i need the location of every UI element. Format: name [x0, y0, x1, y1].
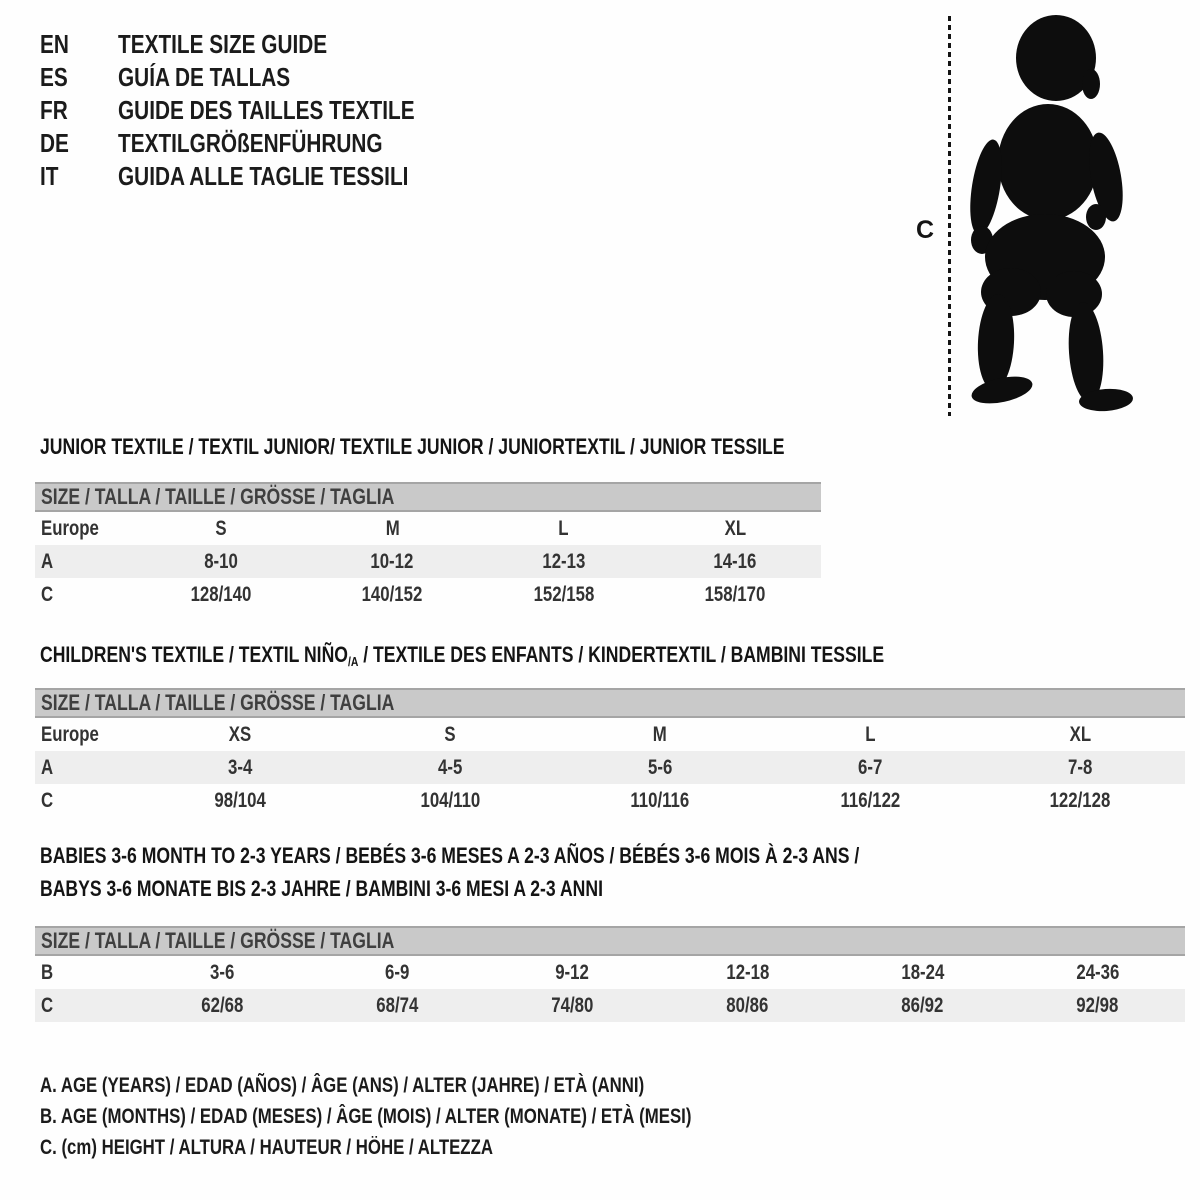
- babies-section-title-line2: BABYS 3-6 MONATE BIS 2-3 JAHRE / BAMBINI…: [40, 876, 603, 901]
- size-cell: 4-5: [437, 755, 463, 779]
- row-label: Europe: [41, 722, 99, 746]
- size-header-band: SIZE / TALLA / TAILLE / GRÖSSE / TAGLIA: [35, 926, 1185, 956]
- size-cell: 140/152: [361, 582, 423, 606]
- babies-section-title-line1: BABIES 3-6 MONTH TO 2-3 YEARS / BEBÉS 3-…: [40, 843, 860, 868]
- table-row-height: C 98/104 104/110 110/116 116/122 122/128: [35, 784, 1185, 817]
- language-code: ES: [40, 62, 68, 92]
- row-label: C: [41, 582, 54, 606]
- language-label: GUIDE DES TAILLES TEXTILE: [118, 95, 415, 125]
- table-row-europe: Europe XS S M L XL: [35, 718, 1185, 751]
- language-label: GUÍA DE TALLAS: [118, 62, 291, 92]
- language-code: FR: [40, 95, 68, 125]
- language-row-en: EN TEXTILE SIZE GUIDE: [40, 28, 489, 61]
- size-cell: S: [444, 722, 456, 746]
- language-label: TEXTILGRÖßENFÜHRUNG: [118, 128, 383, 158]
- size-cell: XL: [1069, 722, 1091, 746]
- size-header-band: SIZE / TALLA / TAILLE / GRÖSSE / TAGLIA: [35, 482, 821, 512]
- size-cell: L: [558, 516, 569, 540]
- size-cell: L: [864, 722, 876, 746]
- size-cell: 18-24: [901, 960, 944, 984]
- children-section-title: CHILDREN'S TEXTILE / TEXTIL NIÑO/A / TEX…: [40, 642, 885, 669]
- size-cell: M: [385, 516, 400, 540]
- language-row-fr: FR GUIDE DES TAILLES TEXTILE: [40, 94, 489, 127]
- language-code: EN: [40, 29, 69, 59]
- row-label: B: [41, 960, 54, 984]
- size-cell: 152/158: [533, 582, 595, 606]
- legend-line-c: C. (cm) HEIGHT / ALTURA / HAUTEUR / HÖHE…: [40, 1135, 493, 1159]
- row-label: C: [41, 788, 54, 812]
- size-cell: 62/68: [201, 993, 244, 1017]
- size-cell: XL: [724, 516, 746, 540]
- language-row-de: DE TEXTILGRÖßENFÜHRUNG: [40, 127, 489, 160]
- junior-size-table: SIZE / TALLA / TAILLE / GRÖSSE / TAGLIA …: [35, 482, 821, 611]
- size-cell: 3-4: [227, 755, 253, 779]
- height-measure-dashed-line: [948, 16, 951, 416]
- size-cell: 14-16: [713, 549, 757, 573]
- size-cell: 7-8: [1067, 755, 1093, 779]
- toddler-silhouette-icon: [970, 15, 1133, 412]
- size-cell: 98/104: [214, 788, 266, 812]
- height-measure-label: C: [916, 216, 935, 244]
- size-cell: 74/80: [551, 993, 594, 1017]
- table-row-months: B 3-6 6-9 9-12 12-18 18-24 24-36: [35, 956, 1185, 989]
- size-cell: 128/140: [190, 582, 252, 606]
- language-code: IT: [40, 161, 59, 191]
- size-cell: 12-18: [726, 960, 769, 984]
- junior-section-title: JUNIOR TEXTILE / TEXTIL JUNIOR/ TEXTILE …: [40, 434, 785, 459]
- size-cell: 80/86: [726, 993, 769, 1017]
- size-cell: 9-12: [555, 960, 590, 984]
- size-cell: XS: [228, 722, 252, 746]
- size-cell: 158/170: [704, 582, 766, 606]
- size-cell: 24-36: [1076, 960, 1119, 984]
- language-row-it: IT GUIDA ALLE TAGLIE TESSILI: [40, 160, 489, 193]
- table-row-height: C 128/140 140/152 152/158 158/170: [35, 578, 821, 611]
- size-cell: 6-7: [857, 755, 883, 779]
- legend-line-a: A. AGE (YEARS) / EDAD (AÑOS) / ÂGE (ANS)…: [40, 1073, 645, 1097]
- size-cell: M: [653, 722, 667, 746]
- table-row-age: A 8-10 10-12 12-13 14-16: [35, 545, 821, 578]
- size-cell: 12-13: [542, 549, 586, 573]
- language-list: EN TEXTILE SIZE GUIDE ES GUÍA DE TALLAS …: [40, 28, 489, 193]
- children-size-table: SIZE / TALLA / TAILLE / GRÖSSE / TAGLIA …: [35, 688, 1185, 817]
- size-cell: 68/74: [376, 993, 419, 1017]
- size-cell: 110/116: [630, 788, 690, 812]
- language-label: GUIDA ALLE TAGLIE TESSILI: [118, 161, 409, 191]
- row-label: Europe: [41, 516, 99, 540]
- language-code: DE: [40, 128, 69, 158]
- row-label: A: [41, 549, 54, 573]
- size-cell: 86/92: [901, 993, 944, 1017]
- size-cell: 104/110: [420, 788, 480, 812]
- row-label: C: [41, 993, 54, 1017]
- size-cell: 10-12: [370, 549, 414, 573]
- babies-size-table: SIZE / TALLA / TAILLE / GRÖSSE / TAGLIA …: [35, 926, 1185, 1022]
- size-cell: 92/98: [1076, 993, 1119, 1017]
- size-cell: 5-6: [647, 755, 673, 779]
- size-cell: 116/122: [840, 788, 900, 812]
- size-cell: 122/128: [1049, 788, 1111, 812]
- size-cell: 8-10: [203, 549, 238, 573]
- size-cell: 3-6: [210, 960, 235, 984]
- subscript-suffix: /A: [347, 654, 359, 669]
- language-label: TEXTILE SIZE GUIDE: [118, 29, 328, 59]
- table-row-height: C 62/68 68/74 74/80 80/86 86/92 92/98: [35, 989, 1185, 1022]
- table-row-europe: Europe S M L XL: [35, 512, 821, 545]
- table-row-age: A 3-4 4-5 5-6 6-7 7-8: [35, 751, 1185, 784]
- legend-line-b: B. AGE (MONTHS) / EDAD (MESES) / ÂGE (MO…: [40, 1104, 692, 1128]
- size-cell: 6-9: [385, 960, 410, 984]
- size-cell: S: [215, 516, 227, 540]
- legend: A. AGE (YEARS) / EDAD (AÑOS) / ÂGE (ANS)…: [40, 1070, 854, 1163]
- language-row-es: ES GUÍA DE TALLAS: [40, 61, 489, 94]
- row-label: A: [41, 755, 54, 779]
- size-header-band: SIZE / TALLA / TAILLE / GRÖSSE / TAGLIA: [35, 688, 1185, 718]
